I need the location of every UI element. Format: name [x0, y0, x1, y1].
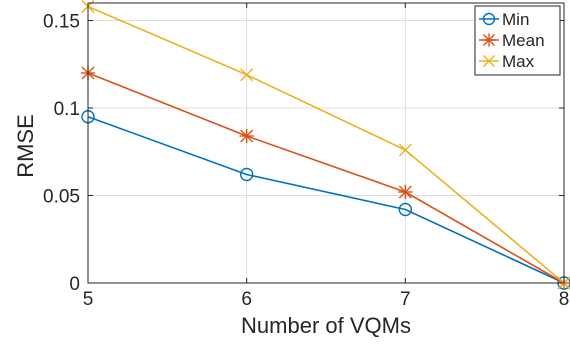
series-layer	[80, 0, 570, 291]
legend-marker-max-stroke	[483, 55, 495, 67]
data-point-max-stroke	[398, 143, 412, 157]
series-line-mean	[87, 72, 565, 284]
data-point-mean	[239, 128, 254, 144]
series-line-max	[87, 5, 565, 284]
x-tick-label: 6	[241, 289, 252, 310]
legend-marker-min-shape	[482, 12, 496, 26]
series-line-min	[87, 115, 565, 284]
y-tick-label: 0.1	[54, 99, 80, 120]
legend-marker-mean	[482, 33, 496, 47]
data-point-max	[240, 68, 254, 82]
data-point-mean	[398, 184, 413, 200]
legend-label-mean: Mean	[502, 31, 545, 50]
data-point-min	[398, 202, 413, 217]
axes-box	[87, 2, 565, 284]
x-axis-label: Number of VQMs	[241, 313, 411, 338]
legend-marker-max	[483, 55, 495, 67]
y-tick-label: 0	[69, 274, 80, 295]
axes-layer: 5 6 7 8 0 0.05 0.1 0.15	[43, 2, 570, 310]
legend-marker-min	[482, 12, 496, 26]
legend-box	[474, 5, 561, 76]
legend-label-max: Max	[502, 52, 535, 71]
x-tick-label: 5	[83, 289, 94, 310]
y-tick-label: 0.15	[43, 12, 80, 33]
data-point-min	[239, 167, 254, 182]
y-tick-label: 0.05	[43, 187, 80, 208]
data-point-max-stroke	[240, 68, 254, 82]
legend-label-min: Min	[502, 10, 529, 29]
x-tick-label: 7	[400, 289, 411, 310]
x-tick-label: 8	[559, 289, 570, 310]
data-point-max	[398, 143, 412, 157]
data-point-min-shape	[239, 167, 254, 182]
data-point-min-shape	[398, 202, 413, 217]
legend: Min Mean Max	[474, 5, 561, 76]
y-axis-label: RMSE	[13, 114, 38, 178]
